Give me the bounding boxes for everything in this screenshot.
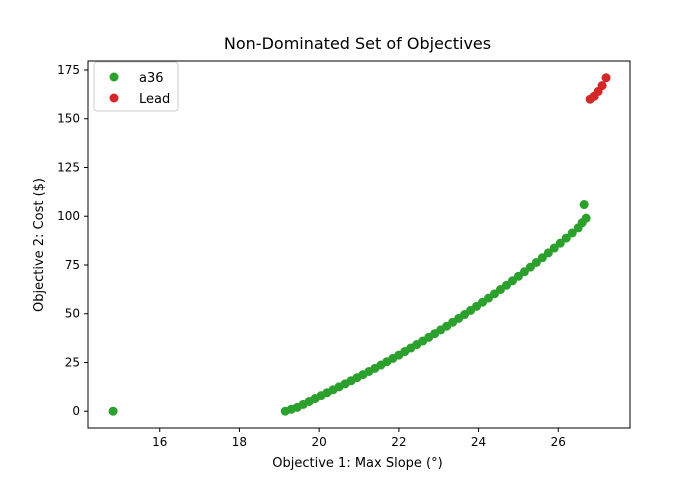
data-point bbox=[597, 81, 607, 91]
legend-label: a36 bbox=[139, 71, 164, 86]
data-point bbox=[581, 213, 591, 223]
x-tick-label: 22 bbox=[391, 435, 406, 449]
legend-marker bbox=[109, 72, 119, 82]
x-tick-label: 18 bbox=[232, 435, 247, 449]
y-axis-label: Objective 2: Cost ($) bbox=[32, 178, 47, 312]
chart-title: Non-Dominated Set of Objectives bbox=[224, 34, 491, 53]
data-point bbox=[579, 200, 589, 210]
x-tick-label: 26 bbox=[551, 435, 566, 449]
y-tick-label: 125 bbox=[57, 160, 80, 174]
y-tick-label: 100 bbox=[57, 209, 80, 223]
x-tick-label: 16 bbox=[152, 435, 167, 449]
y-tick-label: 150 bbox=[57, 112, 80, 126]
y-tick-label: 25 bbox=[65, 355, 80, 369]
series-a36 bbox=[108, 200, 591, 416]
x-axis: 16 18 20 22 24 26 bbox=[152, 428, 566, 449]
series-lead bbox=[585, 73, 611, 104]
plot-frame bbox=[87, 60, 631, 429]
series-layer bbox=[108, 73, 611, 416]
x-tick-label: 20 bbox=[312, 435, 327, 449]
y-tick-label: 0 bbox=[72, 404, 80, 418]
plot-area: 16 18 20 22 24 26 0 25 50 75 100 125 150 175 bbox=[57, 60, 631, 449]
legend-label: Lead bbox=[139, 92, 170, 107]
y-axis: 0 25 50 75 100 125 150 175 bbox=[57, 63, 88, 418]
data-point bbox=[108, 406, 118, 416]
data-point bbox=[543, 248, 553, 258]
data-point bbox=[537, 253, 547, 263]
data-point bbox=[561, 233, 571, 243]
x-axis-label: Objective 1: Max Slope (°) bbox=[272, 456, 442, 471]
y-tick-label: 50 bbox=[65, 307, 80, 321]
y-tick-label: 175 bbox=[57, 63, 80, 77]
legend-marker bbox=[109, 93, 119, 103]
x-tick-label: 24 bbox=[471, 435, 486, 449]
data-point bbox=[601, 73, 611, 83]
data-point bbox=[567, 228, 577, 238]
legend: a36 Lead bbox=[93, 61, 179, 112]
data-point bbox=[549, 243, 559, 253]
y-tick-label: 75 bbox=[65, 258, 80, 272]
data-point bbox=[555, 238, 565, 248]
